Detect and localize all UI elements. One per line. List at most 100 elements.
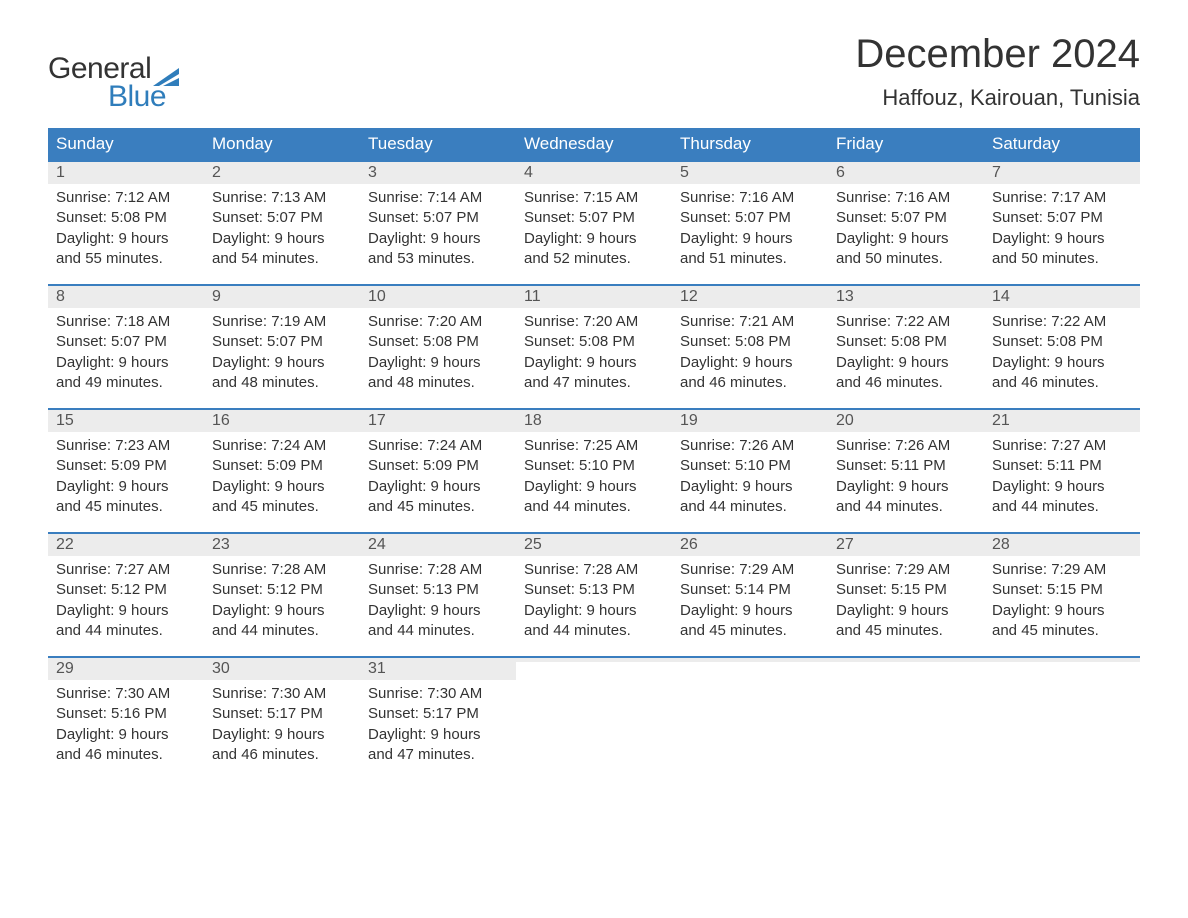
- day-sunrise: Sunrise: 7:17 AM: [992, 188, 1132, 208]
- day-sunset: Sunset: 5:07 PM: [524, 208, 664, 228]
- day-number: 26: [672, 534, 828, 556]
- day-cell: 22Sunrise: 7:27 AMSunset: 5:12 PMDayligh…: [48, 534, 204, 656]
- dow-tuesday: Tuesday: [360, 128, 516, 160]
- day-info: Sunrise: 7:15 AMSunset: 5:07 PMDaylight:…: [516, 184, 672, 269]
- day-d1: Daylight: 9 hours: [836, 601, 976, 621]
- day-cell: 17Sunrise: 7:24 AMSunset: 5:09 PMDayligh…: [360, 410, 516, 532]
- day-info: Sunrise: 7:12 AMSunset: 5:08 PMDaylight:…: [48, 184, 204, 269]
- day-d1: Daylight: 9 hours: [680, 601, 820, 621]
- day-sunrise: Sunrise: 7:28 AM: [524, 560, 664, 580]
- day-sunrise: Sunrise: 7:22 AM: [836, 312, 976, 332]
- day-cell: 14Sunrise: 7:22 AMSunset: 5:08 PMDayligh…: [984, 286, 1140, 408]
- day-sunset: Sunset: 5:15 PM: [992, 580, 1132, 600]
- day-d2: and 46 minutes.: [680, 373, 820, 393]
- page-subtitle: Haffouz, Kairouan, Tunisia: [855, 85, 1140, 111]
- day-sunset: Sunset: 5:07 PM: [212, 332, 352, 352]
- day-d2: and 48 minutes.: [368, 373, 508, 393]
- day-d2: and 53 minutes.: [368, 249, 508, 269]
- day-d1: Daylight: 9 hours: [524, 229, 664, 249]
- day-info: Sunrise: 7:28 AMSunset: 5:13 PMDaylight:…: [360, 556, 516, 641]
- day-sunset: Sunset: 5:09 PM: [56, 456, 196, 476]
- dow-thursday: Thursday: [672, 128, 828, 160]
- day-sunrise: Sunrise: 7:28 AM: [212, 560, 352, 580]
- calendar: Sunday Monday Tuesday Wednesday Thursday…: [48, 128, 1140, 780]
- day-number: 5: [672, 162, 828, 184]
- day-sunset: Sunset: 5:08 PM: [836, 332, 976, 352]
- day-d1: Daylight: 9 hours: [836, 353, 976, 373]
- day-d2: and 45 minutes.: [212, 497, 352, 517]
- day-d1: Daylight: 9 hours: [56, 601, 196, 621]
- day-cell: [984, 658, 1140, 780]
- day-info: Sunrise: 7:25 AMSunset: 5:10 PMDaylight:…: [516, 432, 672, 517]
- day-cell: 27Sunrise: 7:29 AMSunset: 5:15 PMDayligh…: [828, 534, 984, 656]
- day-cell: 9Sunrise: 7:19 AMSunset: 5:07 PMDaylight…: [204, 286, 360, 408]
- day-sunset: Sunset: 5:08 PM: [992, 332, 1132, 352]
- day-d2: and 44 minutes.: [212, 621, 352, 641]
- day-sunset: Sunset: 5:17 PM: [212, 704, 352, 724]
- week-row: 8Sunrise: 7:18 AMSunset: 5:07 PMDaylight…: [48, 284, 1140, 408]
- day-sunset: Sunset: 5:13 PM: [368, 580, 508, 600]
- day-sunrise: Sunrise: 7:18 AM: [56, 312, 196, 332]
- day-d2: and 46 minutes.: [992, 373, 1132, 393]
- dow-saturday: Saturday: [984, 128, 1140, 160]
- day-d2: and 44 minutes.: [524, 621, 664, 641]
- day-sunrise: Sunrise: 7:12 AM: [56, 188, 196, 208]
- day-info: Sunrise: 7:29 AMSunset: 5:14 PMDaylight:…: [672, 556, 828, 641]
- day-number: 3: [360, 162, 516, 184]
- day-sunset: Sunset: 5:10 PM: [524, 456, 664, 476]
- day-sunset: Sunset: 5:08 PM: [524, 332, 664, 352]
- day-sunrise: Sunrise: 7:14 AM: [368, 188, 508, 208]
- day-d1: Daylight: 9 hours: [368, 353, 508, 373]
- day-sunrise: Sunrise: 7:24 AM: [368, 436, 508, 456]
- day-sunset: Sunset: 5:07 PM: [992, 208, 1132, 228]
- day-cell: 15Sunrise: 7:23 AMSunset: 5:09 PMDayligh…: [48, 410, 204, 532]
- day-info: Sunrise: 7:17 AMSunset: 5:07 PMDaylight:…: [984, 184, 1140, 269]
- day-d2: and 45 minutes.: [836, 621, 976, 641]
- day-cell: 6Sunrise: 7:16 AMSunset: 5:07 PMDaylight…: [828, 162, 984, 284]
- day-d1: Daylight: 9 hours: [212, 229, 352, 249]
- day-number: 22: [48, 534, 204, 556]
- day-cell: 28Sunrise: 7:29 AMSunset: 5:15 PMDayligh…: [984, 534, 1140, 656]
- week-row: 22Sunrise: 7:27 AMSunset: 5:12 PMDayligh…: [48, 532, 1140, 656]
- day-d1: Daylight: 9 hours: [680, 353, 820, 373]
- day-d2: and 47 minutes.: [368, 745, 508, 765]
- day-cell: 30Sunrise: 7:30 AMSunset: 5:17 PMDayligh…: [204, 658, 360, 780]
- day-sunset: Sunset: 5:07 PM: [212, 208, 352, 228]
- day-cell: 4Sunrise: 7:15 AMSunset: 5:07 PMDaylight…: [516, 162, 672, 284]
- day-d1: Daylight: 9 hours: [56, 229, 196, 249]
- day-d2: and 44 minutes.: [992, 497, 1132, 517]
- day-number: 9: [204, 286, 360, 308]
- day-cell: 24Sunrise: 7:28 AMSunset: 5:13 PMDayligh…: [360, 534, 516, 656]
- day-d2: and 44 minutes.: [836, 497, 976, 517]
- day-sunset: Sunset: 5:15 PM: [836, 580, 976, 600]
- day-cell: 3Sunrise: 7:14 AMSunset: 5:07 PMDaylight…: [360, 162, 516, 284]
- day-number: 2: [204, 162, 360, 184]
- day-d1: Daylight: 9 hours: [212, 353, 352, 373]
- day-cell: 29Sunrise: 7:30 AMSunset: 5:16 PMDayligh…: [48, 658, 204, 780]
- day-cell: 20Sunrise: 7:26 AMSunset: 5:11 PMDayligh…: [828, 410, 984, 532]
- dow-friday: Friday: [828, 128, 984, 160]
- day-d1: Daylight: 9 hours: [56, 477, 196, 497]
- day-number: [516, 658, 672, 662]
- day-sunrise: Sunrise: 7:30 AM: [212, 684, 352, 704]
- day-sunset: Sunset: 5:07 PM: [368, 208, 508, 228]
- day-sunrise: Sunrise: 7:28 AM: [368, 560, 508, 580]
- day-sunset: Sunset: 5:12 PM: [212, 580, 352, 600]
- day-number: 31: [360, 658, 516, 680]
- day-d2: and 52 minutes.: [524, 249, 664, 269]
- day-d2: and 45 minutes.: [992, 621, 1132, 641]
- day-sunrise: Sunrise: 7:21 AM: [680, 312, 820, 332]
- day-sunset: Sunset: 5:11 PM: [992, 456, 1132, 476]
- dow-monday: Monday: [204, 128, 360, 160]
- day-number: 14: [984, 286, 1140, 308]
- day-d2: and 46 minutes.: [212, 745, 352, 765]
- day-number: 21: [984, 410, 1140, 432]
- day-number: 24: [360, 534, 516, 556]
- day-sunrise: Sunrise: 7:23 AM: [56, 436, 196, 456]
- day-d1: Daylight: 9 hours: [836, 477, 976, 497]
- day-d2: and 44 minutes.: [524, 497, 664, 517]
- day-info: Sunrise: 7:14 AMSunset: 5:07 PMDaylight:…: [360, 184, 516, 269]
- day-cell: 16Sunrise: 7:24 AMSunset: 5:09 PMDayligh…: [204, 410, 360, 532]
- day-d1: Daylight: 9 hours: [836, 229, 976, 249]
- day-info: Sunrise: 7:22 AMSunset: 5:08 PMDaylight:…: [828, 308, 984, 393]
